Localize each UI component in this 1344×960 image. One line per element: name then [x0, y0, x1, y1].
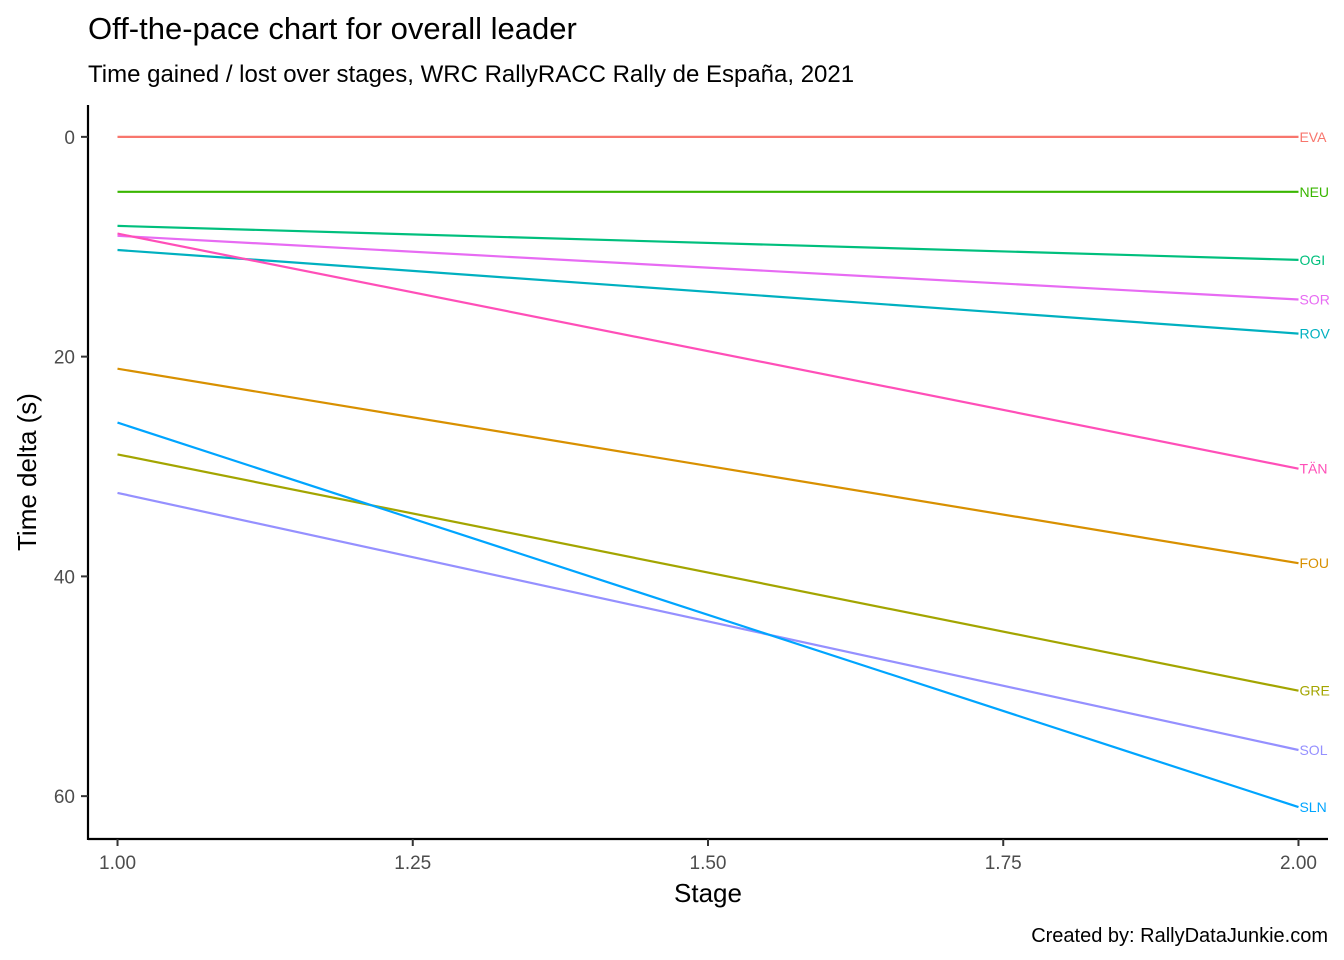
series-label-rov: ROV	[1299, 326, 1330, 342]
series-label-sor: SOR	[1299, 291, 1329, 307]
x-tick-label: 1.00	[99, 853, 136, 874]
x-tick-label: 2.00	[1280, 853, 1317, 874]
x-tick-label: 1.75	[985, 853, 1022, 874]
series-label-sln: SLN	[1299, 799, 1326, 815]
y-tick-label: 0	[64, 128, 75, 149]
series-label-tn: TÄN	[1299, 461, 1327, 477]
series-line-fou	[117, 367, 1299, 565]
x-axis-ticks: 1.00 1.25 1.50 1.75 2.00	[99, 839, 1317, 874]
series-line-ogi	[117, 224, 1299, 261]
x-tick-label: 1.50	[690, 853, 727, 874]
series-label-neu: NEU	[1299, 184, 1329, 200]
y-axis-title: Time delta (s)	[12, 393, 42, 551]
y-axis-ticks: 0 20 40 60	[54, 128, 88, 808]
chart-subtitle: Time gained / lost over stages, WRC Rall…	[88, 61, 854, 88]
y-tick-label: 20	[54, 348, 75, 369]
series-line-tn	[117, 232, 1299, 470]
x-tick-label: 1.25	[394, 853, 431, 874]
series-line-sln	[117, 421, 1299, 809]
y-tick-label: 60	[54, 787, 75, 808]
series-line-rov	[117, 248, 1299, 335]
series-line-sor	[117, 234, 1299, 301]
series-label-sol: SOL	[1299, 742, 1327, 758]
series-line-sol	[117, 491, 1299, 752]
x-axis-title: Stage	[674, 878, 742, 908]
series-label-fou: FOU	[1299, 555, 1329, 571]
series-layer: EVA NEU OGI SOR ROV TÄN FOU GRE SOL SLN	[117, 129, 1330, 815]
y-tick-label: 40	[54, 567, 75, 588]
series-line-gre	[117, 453, 1299, 692]
chart-caption: Created by: RallyDataJunkie.com	[1031, 925, 1328, 947]
series-label-eva: EVA	[1299, 129, 1327, 145]
series-label-gre: GRE	[1299, 683, 1329, 699]
series-label-ogi: OGI	[1299, 252, 1325, 268]
chart-title: Off-the-pace chart for overall leader	[88, 11, 577, 46]
